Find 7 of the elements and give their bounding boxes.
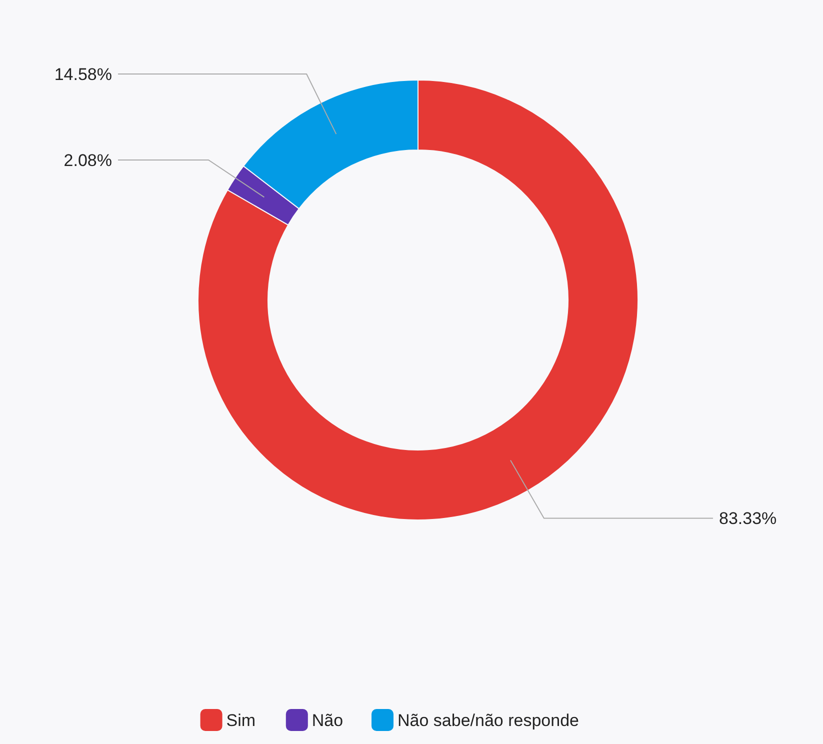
data-label: 2.08% xyxy=(64,150,112,170)
data-label: 14.58% xyxy=(54,64,112,84)
legend-label: Sim xyxy=(226,710,256,730)
data-label: 83.33% xyxy=(719,509,777,528)
donut-slice xyxy=(198,80,638,520)
legend-label: Não sabe/não responde xyxy=(398,710,579,730)
legend-label: Não xyxy=(312,710,344,730)
